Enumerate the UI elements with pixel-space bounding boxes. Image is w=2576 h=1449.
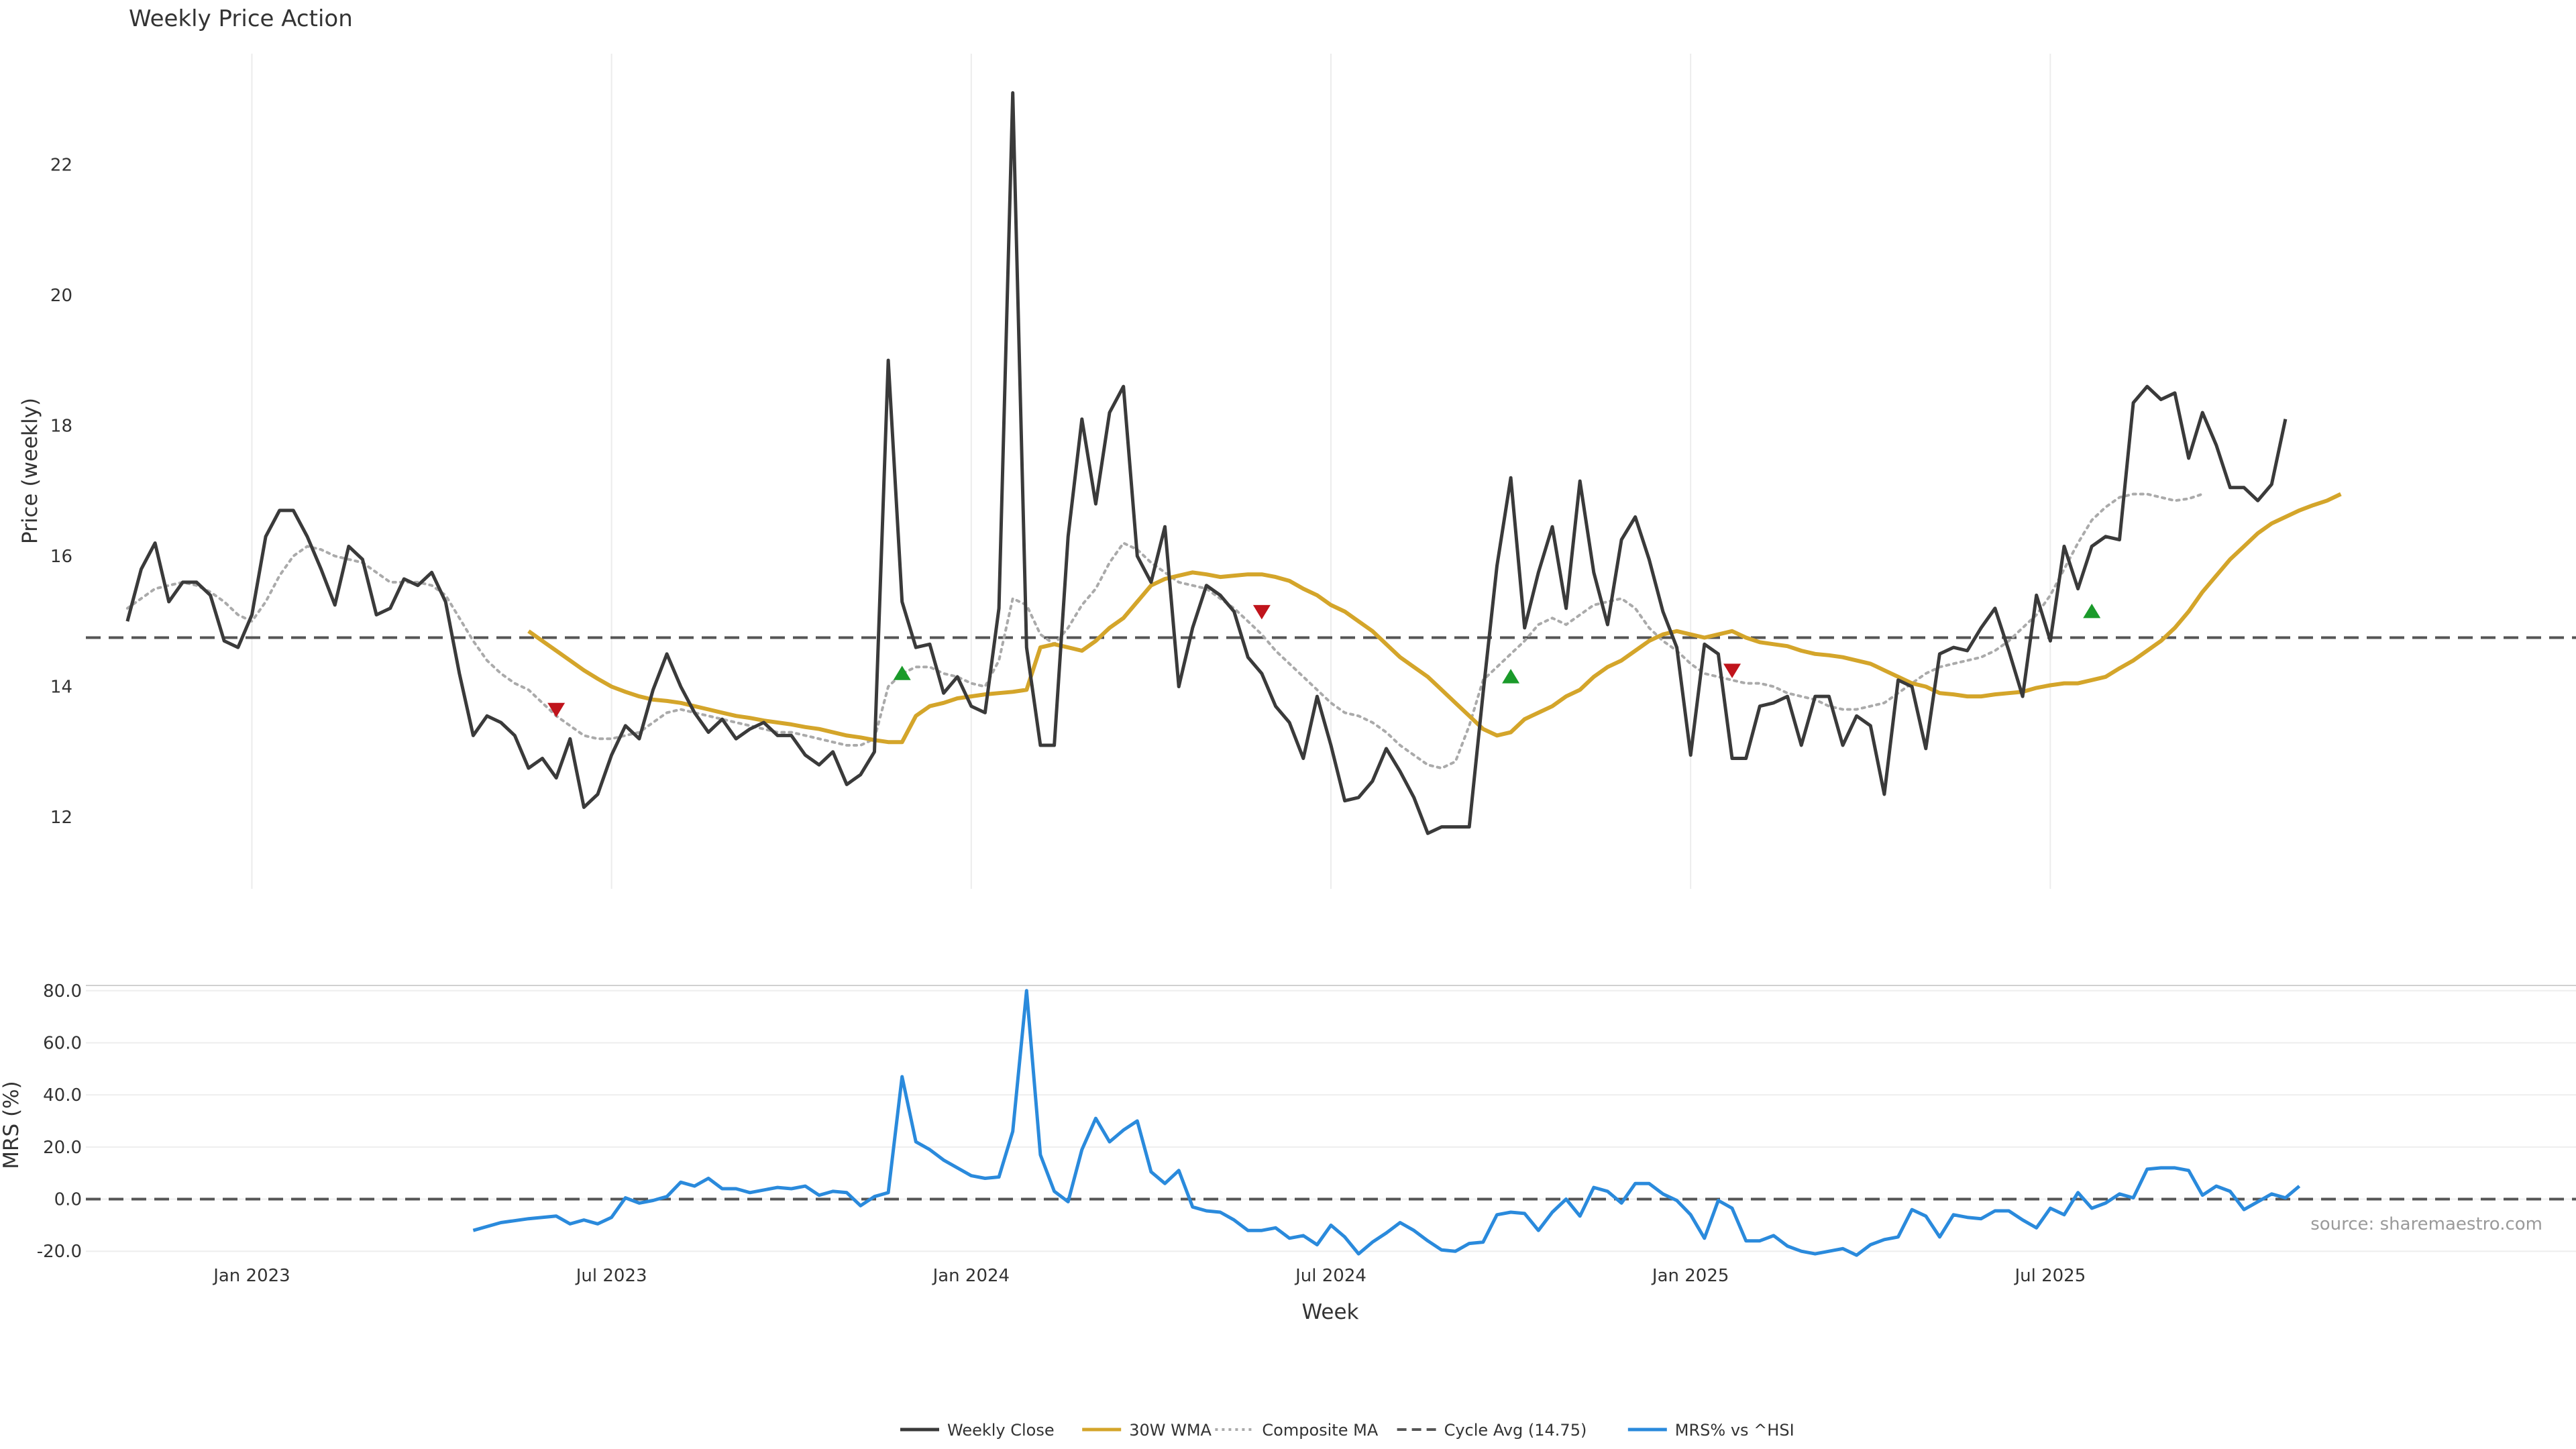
price-y-tick-label: 18 bbox=[50, 416, 72, 436]
signal-markers bbox=[547, 603, 2101, 718]
buy-signal-marker bbox=[893, 665, 911, 680]
mrs-y-tick-label: 20.0 bbox=[43, 1138, 82, 1158]
mrs-y-tick-label: -20.0 bbox=[37, 1242, 82, 1262]
x-axis-ticks: Jan 2023 Jul 2023 Jan 2024 Jul 2024 Jan 2025… bbox=[212, 1266, 2086, 1286]
buy-signal-marker bbox=[2083, 603, 2101, 619]
legend-label: Composite MA bbox=[1262, 1421, 1378, 1440]
legend-label: Weekly Close bbox=[947, 1421, 1055, 1440]
mrs-y-tick-label: 40.0 bbox=[43, 1085, 82, 1106]
x-tick-label: Jul 2025 bbox=[2013, 1266, 2086, 1286]
sell-signal-marker bbox=[1723, 663, 1741, 678]
x-tick-label: Jan 2025 bbox=[1651, 1266, 1729, 1286]
price-y-tick-label: 22 bbox=[50, 155, 72, 175]
price-y-tick-label: 12 bbox=[50, 808, 72, 828]
source-note: source: sharemaestro.com bbox=[2310, 1214, 2542, 1234]
mrs-line bbox=[472, 989, 2301, 1257]
mrs-grid bbox=[86, 989, 2576, 1252]
mrs-y-ticks: 80.0 60.0 40.0 20.0 0.0 -20.0 bbox=[37, 981, 82, 1262]
legend: Weekly Close 30W WMA Composite MA Cycle Avg… bbox=[900, 1421, 1794, 1440]
price-y-tick-label: 16 bbox=[50, 547, 72, 567]
mrs-y-tick-label: 80.0 bbox=[43, 981, 82, 1002]
x-axis-label: Week bbox=[1302, 1300, 1359, 1324]
sell-signal-marker bbox=[547, 702, 566, 718]
x-tick-label: Jul 2023 bbox=[575, 1266, 647, 1286]
buy-signal-marker bbox=[1502, 669, 1520, 684]
mrs-y-tick-label: 60.0 bbox=[43, 1033, 82, 1053]
legend-label: MRS% vs ^HSI bbox=[1675, 1421, 1794, 1440]
x-tick-label: Jul 2024 bbox=[1294, 1266, 1366, 1286]
legend-label: 30W WMA bbox=[1129, 1421, 1212, 1440]
price-grid bbox=[251, 54, 2051, 889]
mrs-panel: 80.0 60.0 40.0 20.0 0.0 -20.0 MRS (%) source:… bbox=[0, 981, 2576, 1262]
mrs-y-axis-label: MRS (%) bbox=[0, 1081, 23, 1169]
legend-label: Cycle Avg (14.75) bbox=[1444, 1421, 1587, 1440]
mrs-y-tick-label: 0.0 bbox=[54, 1190, 82, 1210]
chart-title: Weekly Price Action bbox=[129, 5, 353, 32]
price-y-axis-label: Price (weekly) bbox=[18, 398, 42, 544]
weekly-close-line bbox=[125, 91, 2288, 835]
sell-signal-marker bbox=[1252, 604, 1271, 620]
price-y-ticks: 12 14 16 18 20 22 bbox=[50, 155, 72, 828]
wma-30w-line bbox=[527, 492, 2342, 745]
price-y-tick-label: 20 bbox=[50, 286, 72, 306]
x-tick-label: Jan 2024 bbox=[932, 1266, 1010, 1286]
composite-ma-line bbox=[125, 492, 2204, 770]
x-tick-label: Jan 2023 bbox=[212, 1266, 290, 1286]
price-y-tick-label: 14 bbox=[50, 677, 72, 697]
price-panel: 12 14 16 18 20 22 Price (weekly) bbox=[18, 54, 2576, 889]
